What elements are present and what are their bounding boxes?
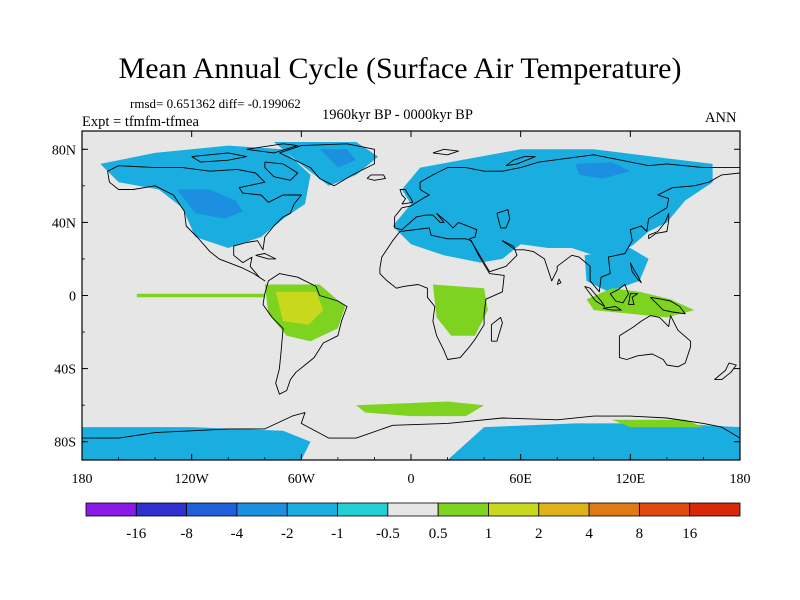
region-southern-ocean-warming (356, 401, 485, 417)
colorbar-swatch (437, 502, 489, 517)
colorbar-swatch (286, 502, 338, 517)
colorbar-swatch (236, 502, 288, 517)
coastline-south-america (262, 273, 348, 395)
colorbar-label: -2 (281, 526, 294, 542)
coastline-antarctica (82, 412, 740, 439)
colorbar: -16 -8 -4 -2 -1 -0.5 0.5 1 2 4 8 16 (85, 502, 741, 542)
colorbar-label: -1 (331, 526, 344, 542)
coastline-north-america (107, 165, 302, 282)
axis-ticks: 180 120W 60W 0 60E 120E 180 80N 40N 0 40S 80S (52, 131, 751, 487)
colorbar-swatch (186, 502, 238, 517)
coastline-novaya-zemlya (505, 156, 536, 167)
colorbar-swatch (588, 502, 640, 517)
region-eurasia-cooling (392, 149, 713, 263)
x-tick-label: 120E (616, 472, 646, 487)
x-tick-label: 60E (509, 472, 532, 487)
stats-line: rmsd= 0.651362 diff= -0.199062 (130, 96, 301, 111)
coastline-africa (379, 227, 505, 360)
colorbar-swatch (387, 502, 439, 517)
coastline-greenland (279, 143, 375, 187)
colorbar-swatch (638, 502, 691, 517)
coastline-uk (399, 189, 414, 205)
coastline-iceland (366, 174, 386, 181)
colorbar-label: 0.5 (429, 526, 448, 542)
coastline-new-guinea (650, 296, 686, 315)
region-antarctic-east-warming (612, 419, 704, 428)
coastline-philippines (629, 262, 642, 284)
y-tick-label: 80N (52, 143, 76, 158)
region-southern-africa-warming (432, 284, 488, 336)
coastline-borneo (609, 284, 629, 304)
coastline-java (602, 306, 622, 311)
x-tick-label: 120W (175, 472, 210, 487)
y-tick-label: 40S (54, 363, 76, 378)
x-tick-label: 180 (730, 472, 751, 487)
colorbar-swatch (538, 502, 590, 517)
coastline-australia (618, 315, 692, 368)
colorbar-swatch (488, 502, 540, 517)
coastlines (82, 143, 740, 439)
colorbar-label: -0.5 (376, 526, 400, 542)
coastline-eurasia (394, 154, 740, 293)
coastline-arctic-islands (191, 152, 247, 163)
colorbar-label: -4 (231, 526, 244, 542)
colorbar-label: -8 (180, 526, 193, 542)
y-tick-label: 0 (69, 290, 76, 305)
coastline-sumatra (584, 285, 606, 307)
chart-title: Mean Annual Cycle (Surface Air Temperatu… (118, 52, 682, 85)
y-tick-label: 40N (52, 216, 76, 231)
region-greenland-strong-cooling (319, 149, 357, 168)
x-tick-label: 180 (72, 472, 93, 487)
coastline-svalbard (432, 148, 459, 156)
region-antarctic-west-cooling (82, 427, 311, 460)
coastline-madagascar (490, 316, 503, 342)
region-equatorial-atlantic-warming (136, 293, 265, 298)
colorbar-label: 16 (682, 526, 698, 542)
coastline-sulawesi (628, 293, 639, 306)
coastline-caspian (496, 209, 511, 229)
colorbar-swatch (337, 502, 389, 517)
colorbar-label: 8 (636, 526, 644, 542)
experiment-label: Expt = tfmfm-tfmea (82, 114, 199, 130)
x-tick-label: 60W (288, 472, 316, 487)
x-tick-label: 0 (408, 472, 415, 487)
region-antarctic-east-cooling (447, 423, 740, 460)
season-label: ANN (705, 110, 737, 126)
coastline-sri-lanka (556, 278, 562, 285)
colorbar-swatch (689, 502, 741, 517)
region-eurasia-strong-cooling (575, 162, 631, 179)
coastline-japan (648, 212, 670, 240)
colorbar-swatch (135, 502, 188, 517)
colorbar-label: 4 (585, 526, 593, 542)
coastline-cuba (255, 253, 277, 260)
period-subtitle: 1960kyr BP - 0000kyr BP (322, 107, 473, 123)
colorbar-swatch (85, 502, 137, 517)
y-tick-label: 80S (54, 436, 76, 451)
region-amazon-strong-warming (275, 291, 324, 325)
colorbar-label: 2 (535, 526, 543, 542)
colorbar-label: -16 (126, 526, 146, 542)
coastline-new-zealand (714, 362, 737, 381)
colorbar-label: 1 (485, 526, 493, 542)
coastline-ellesmere (246, 143, 299, 154)
region-north-america-strong-cooling (177, 189, 243, 219)
coastline-baffin (264, 161, 299, 181)
